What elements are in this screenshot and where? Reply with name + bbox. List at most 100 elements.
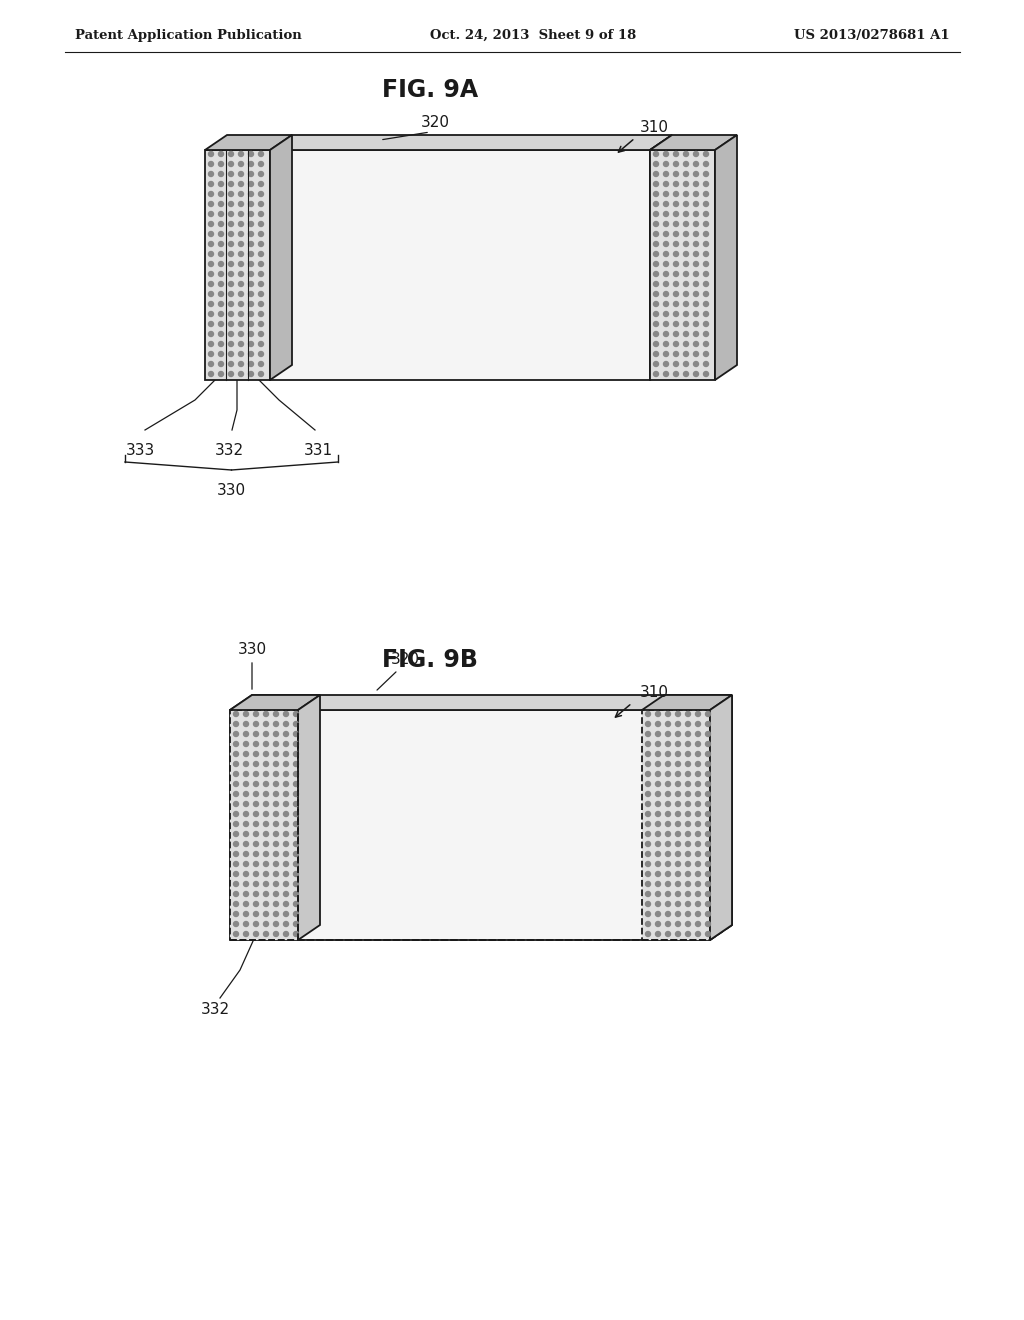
Circle shape	[244, 851, 249, 857]
Circle shape	[676, 812, 681, 817]
Circle shape	[228, 331, 233, 337]
Circle shape	[653, 152, 658, 157]
Circle shape	[706, 751, 711, 756]
Circle shape	[233, 722, 239, 726]
Circle shape	[254, 932, 258, 936]
Circle shape	[676, 792, 681, 796]
Circle shape	[655, 762, 660, 767]
Circle shape	[674, 231, 679, 236]
Circle shape	[284, 722, 289, 726]
Circle shape	[706, 711, 711, 717]
Circle shape	[254, 742, 258, 747]
Circle shape	[683, 202, 688, 206]
Circle shape	[666, 891, 671, 896]
Circle shape	[273, 771, 279, 776]
Circle shape	[273, 792, 279, 796]
Circle shape	[233, 871, 239, 876]
Circle shape	[228, 181, 233, 186]
Circle shape	[209, 371, 213, 376]
Circle shape	[233, 851, 239, 857]
Circle shape	[676, 891, 681, 896]
Circle shape	[294, 932, 299, 936]
Circle shape	[653, 211, 658, 216]
Circle shape	[653, 342, 658, 346]
Circle shape	[695, 851, 700, 857]
Circle shape	[685, 801, 690, 807]
Circle shape	[284, 921, 289, 927]
Circle shape	[263, 801, 268, 807]
Circle shape	[218, 231, 223, 236]
Circle shape	[239, 211, 244, 216]
Circle shape	[249, 312, 254, 317]
Circle shape	[706, 891, 711, 896]
Circle shape	[655, 781, 660, 787]
Circle shape	[666, 781, 671, 787]
Circle shape	[273, 842, 279, 846]
Circle shape	[683, 211, 688, 216]
Circle shape	[254, 851, 258, 857]
Circle shape	[693, 342, 698, 346]
Circle shape	[284, 912, 289, 916]
Circle shape	[294, 842, 299, 846]
Circle shape	[249, 161, 254, 166]
Circle shape	[653, 181, 658, 186]
Circle shape	[645, 781, 650, 787]
Circle shape	[233, 781, 239, 787]
Circle shape	[683, 181, 688, 186]
Circle shape	[209, 261, 213, 267]
Circle shape	[273, 851, 279, 857]
Circle shape	[666, 851, 671, 857]
Circle shape	[664, 231, 669, 236]
Circle shape	[674, 322, 679, 326]
Circle shape	[706, 742, 711, 747]
Circle shape	[239, 351, 244, 356]
Circle shape	[695, 891, 700, 896]
Circle shape	[683, 331, 688, 337]
Circle shape	[706, 821, 711, 826]
Circle shape	[695, 832, 700, 837]
Circle shape	[273, 731, 279, 737]
Circle shape	[249, 152, 254, 157]
Circle shape	[693, 181, 698, 186]
Circle shape	[284, 842, 289, 846]
Circle shape	[645, 912, 650, 916]
Circle shape	[209, 342, 213, 346]
Text: FIG. 9A: FIG. 9A	[382, 78, 478, 102]
Polygon shape	[650, 135, 672, 380]
Circle shape	[294, 871, 299, 876]
Text: Patent Application Publication: Patent Application Publication	[75, 29, 302, 41]
Circle shape	[209, 351, 213, 356]
Circle shape	[273, 902, 279, 907]
Circle shape	[664, 362, 669, 367]
Circle shape	[685, 851, 690, 857]
Circle shape	[706, 871, 711, 876]
Circle shape	[244, 731, 249, 737]
Circle shape	[284, 871, 289, 876]
Circle shape	[666, 871, 671, 876]
Circle shape	[258, 152, 263, 157]
Circle shape	[239, 242, 244, 247]
Circle shape	[695, 842, 700, 846]
Circle shape	[653, 261, 658, 267]
Circle shape	[244, 932, 249, 936]
Circle shape	[273, 882, 279, 887]
Circle shape	[655, 751, 660, 756]
Circle shape	[258, 351, 263, 356]
Circle shape	[258, 231, 263, 236]
Circle shape	[294, 751, 299, 756]
Circle shape	[693, 202, 698, 206]
Circle shape	[218, 371, 223, 376]
Circle shape	[249, 362, 254, 367]
Circle shape	[683, 351, 688, 356]
Circle shape	[254, 891, 258, 896]
Circle shape	[294, 891, 299, 896]
Circle shape	[294, 862, 299, 866]
Circle shape	[693, 152, 698, 157]
Circle shape	[263, 781, 268, 787]
Circle shape	[218, 222, 223, 227]
Circle shape	[228, 161, 233, 166]
Polygon shape	[715, 135, 737, 380]
Circle shape	[703, 181, 709, 186]
Circle shape	[655, 722, 660, 726]
Circle shape	[655, 832, 660, 837]
